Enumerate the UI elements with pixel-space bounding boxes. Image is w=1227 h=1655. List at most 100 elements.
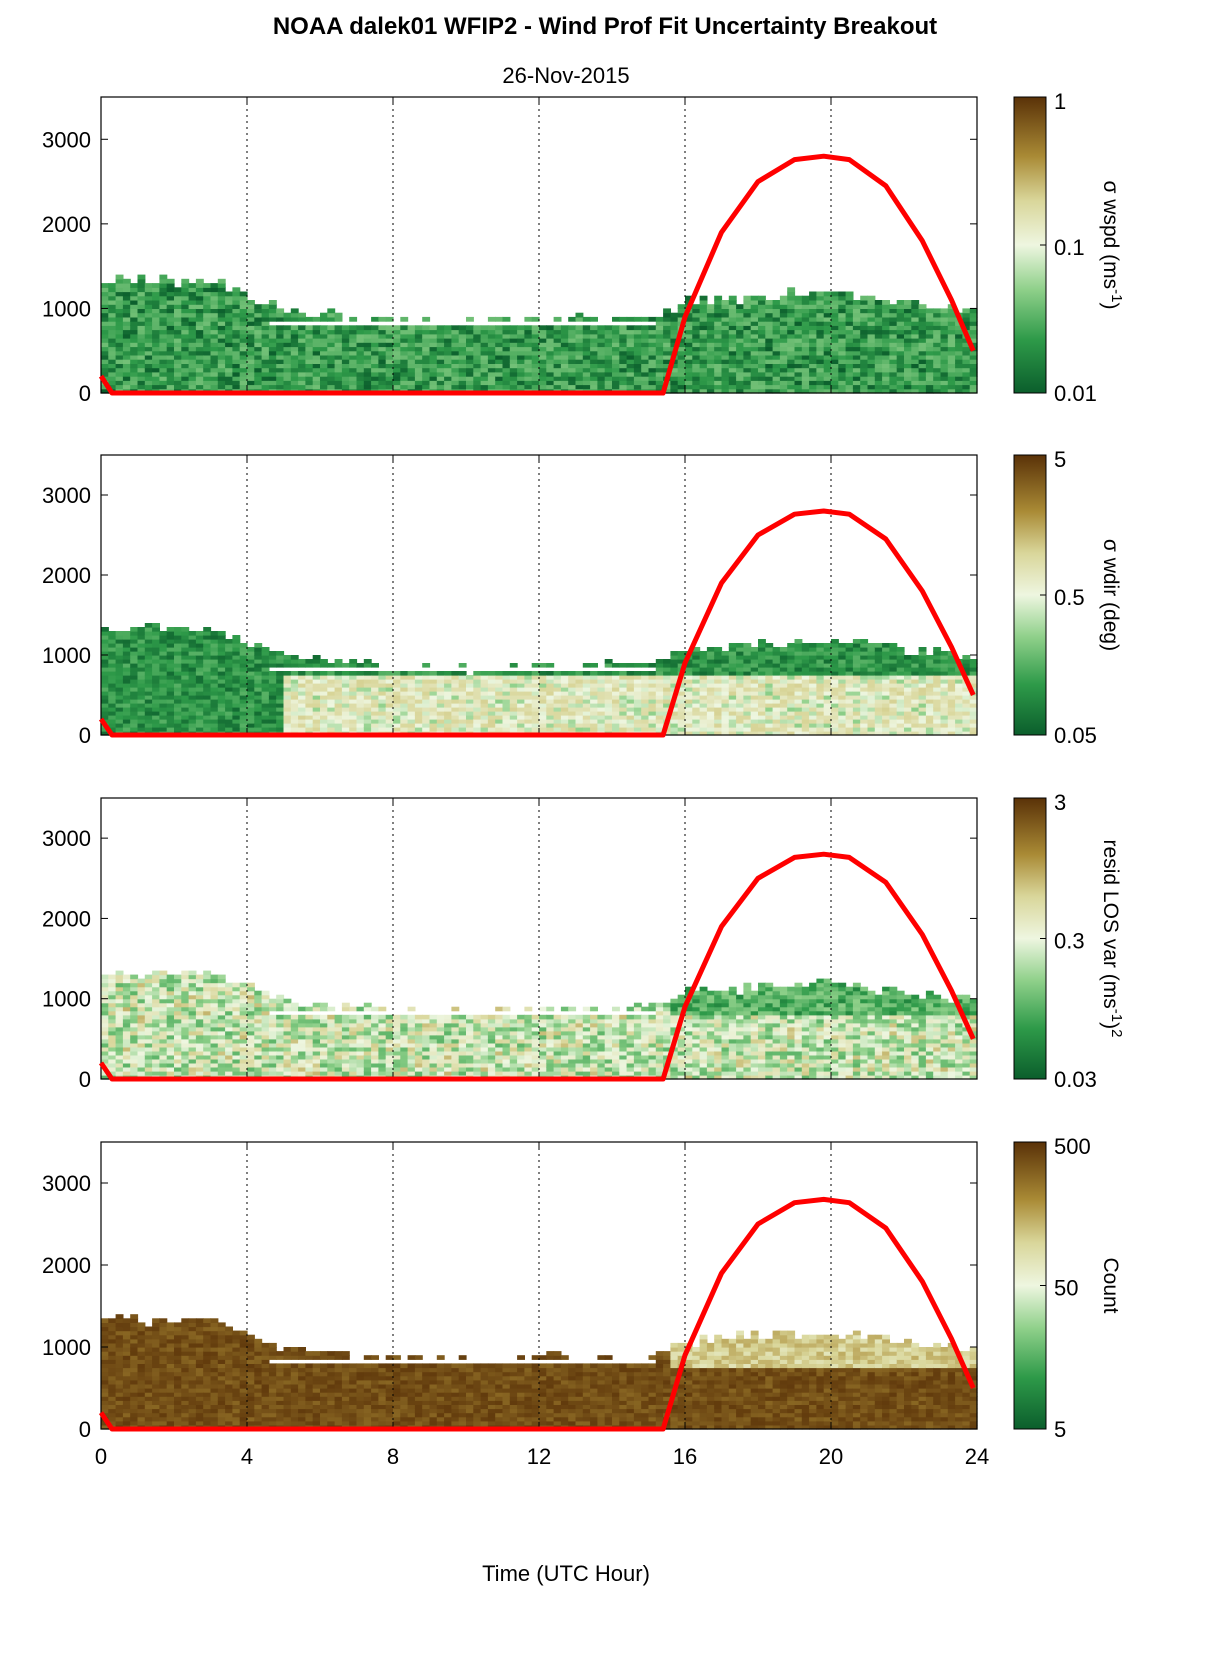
heatmap-cell (502, 699, 511, 704)
heatmap-cell (290, 659, 299, 664)
heatmap-cell (692, 675, 701, 680)
heatmap-cell (181, 699, 190, 704)
heatmap-cell (626, 354, 635, 360)
heatmap-cell (962, 687, 971, 692)
heatmap-cell (845, 711, 854, 716)
heatmap-cell (867, 651, 876, 656)
heatmap-cell (874, 354, 883, 360)
heatmap-cell (407, 723, 416, 728)
heatmap-cell (203, 643, 212, 648)
heatmap-cell (480, 325, 489, 331)
heatmap-cell (458, 338, 467, 343)
heatmap-cell (925, 346, 934, 352)
heatmap-cell (188, 635, 197, 640)
heatmap-cell (904, 367, 912, 373)
heatmap-cell (940, 731, 949, 736)
heatmap-cell (947, 359, 956, 364)
heatmap-cell (838, 295, 847, 301)
heatmap-cell (779, 707, 788, 712)
heatmap-cell (137, 384, 146, 390)
heatmap-cell (831, 388, 839, 394)
heatmap-cell (152, 342, 160, 348)
heatmap-cell (356, 691, 365, 696)
heatmap-cell (838, 350, 847, 356)
heatmap-cell (714, 312, 723, 318)
heatmap-cell (750, 655, 759, 660)
heatmap-cell (882, 651, 890, 656)
heatmap-cell (130, 699, 139, 704)
heatmap-cell (451, 703, 460, 708)
heatmap-cell (743, 703, 752, 708)
heatmap-cells (101, 274, 978, 394)
heatmap-cell (312, 316, 321, 322)
heatmap-cell (655, 363, 664, 369)
heatmap-cell (626, 359, 635, 364)
heatmap-cell (349, 367, 358, 373)
heatmap-cell (144, 384, 153, 390)
heatmap-cell (809, 679, 817, 684)
heatmap-cell (320, 312, 328, 318)
heatmap-cell (137, 627, 146, 632)
heatmap-cell (874, 703, 883, 708)
heatmap-cell (210, 659, 219, 664)
heatmap-cell (188, 312, 197, 318)
heatmap-cell (612, 354, 620, 360)
heatmap-cell (874, 723, 883, 728)
heatmap-cell (473, 333, 482, 339)
heatmap-cell (575, 687, 584, 692)
heatmap-cell (305, 350, 314, 356)
heatmap-cell (670, 719, 679, 724)
heatmap-cell (553, 342, 562, 348)
heatmap-cell (239, 384, 248, 390)
heatmap-cell (371, 671, 379, 676)
heatmap-cell (706, 316, 715, 322)
heatmap-cell (962, 719, 971, 724)
heatmap-cell (101, 346, 109, 352)
heatmap-cell (144, 723, 153, 728)
heatmap-cell (174, 384, 182, 390)
heatmap-cell (772, 342, 781, 348)
heatmap-cell (575, 333, 584, 339)
heatmap-cell (685, 359, 693, 364)
heatmap-cell (444, 363, 452, 369)
heatmap-cell (765, 316, 774, 322)
heatmap-cell (385, 683, 394, 688)
heatmap-cell (918, 659, 927, 664)
heatmap-cell (969, 371, 978, 377)
heatmap-cell (327, 380, 336, 386)
heatmap-cell (239, 371, 248, 377)
heatmap-cell (546, 346, 555, 352)
heatmap-cell (685, 723, 693, 728)
heatmap-cell (758, 350, 766, 356)
heatmap-cell (882, 727, 890, 732)
heatmap-cell (619, 363, 628, 369)
heatmap-cell (801, 647, 810, 652)
heatmap-cell (356, 380, 365, 386)
heatmap-cell (831, 671, 839, 676)
heatmap-cell (568, 350, 577, 356)
heatmap-cell (254, 679, 263, 684)
heatmap-cell (290, 671, 299, 676)
heatmap-cell (940, 699, 949, 704)
heatmap-cell (692, 359, 701, 364)
heatmap-cell (648, 371, 657, 377)
heatmap-cell (422, 699, 431, 704)
heatmap-cell (685, 338, 693, 343)
heatmap-cell (268, 695, 277, 700)
heatmap-cell (677, 338, 686, 343)
heatmap-cell (765, 679, 774, 684)
heatmap-cell (363, 679, 372, 684)
heatmap-cell (414, 338, 423, 343)
heatmap-cell (772, 300, 781, 305)
heatmap-cell (692, 367, 701, 373)
heatmap-cell (743, 388, 752, 394)
heatmap-cell (320, 727, 328, 732)
heatmap-cell (765, 655, 774, 660)
heatmap-cell (312, 342, 321, 348)
heatmap-cell (852, 346, 861, 352)
heatmap-cell (232, 655, 241, 660)
heatmap-cell (619, 695, 628, 700)
heatmap-cell (101, 388, 109, 394)
heatmap-cell (823, 363, 832, 369)
heatmap-cell (188, 651, 197, 656)
